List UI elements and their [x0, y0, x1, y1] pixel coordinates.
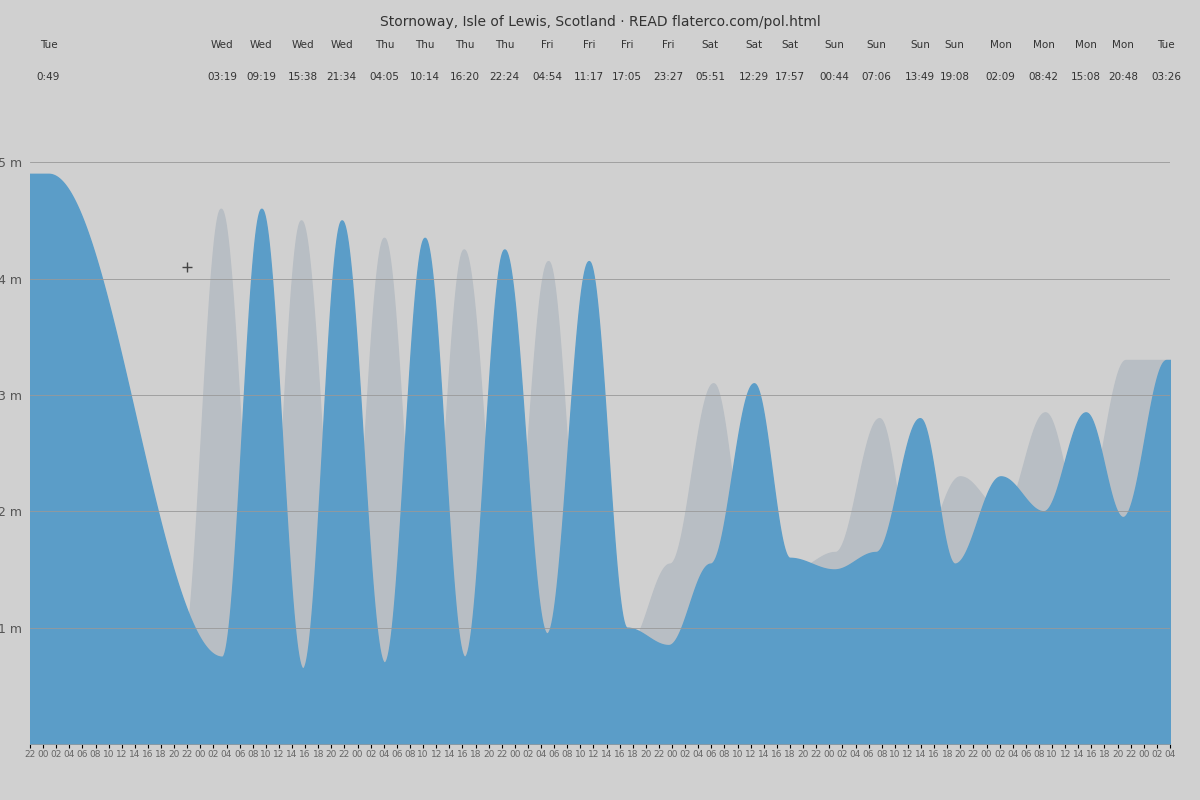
Text: Thu: Thu [494, 40, 514, 50]
Text: Stornoway, Isle of Lewis, Scotland · READ flaterco.com/pol.html: Stornoway, Isle of Lewis, Scotland · REA… [379, 15, 821, 30]
Text: 15:08: 15:08 [1070, 72, 1100, 82]
Text: Sun: Sun [824, 40, 844, 50]
Text: Fri: Fri [662, 40, 674, 50]
Text: Mon: Mon [1075, 40, 1097, 50]
Text: 22:24: 22:24 [490, 72, 520, 82]
Text: Sun: Sun [866, 40, 886, 50]
Text: Sun: Sun [944, 40, 965, 50]
Text: 10:14: 10:14 [409, 72, 439, 82]
Text: Mon: Mon [1033, 40, 1055, 50]
Text: 11:17: 11:17 [574, 72, 604, 82]
Text: 19:08: 19:08 [940, 72, 970, 82]
Text: Wed: Wed [211, 40, 233, 50]
Text: Sun: Sun [910, 40, 930, 50]
Text: Sat: Sat [745, 40, 762, 50]
Text: 09:19: 09:19 [246, 72, 276, 82]
Text: 13:49: 13:49 [905, 72, 935, 82]
Text: Sat: Sat [702, 40, 719, 50]
Text: 05:51: 05:51 [695, 72, 725, 82]
Text: 02:09: 02:09 [985, 72, 1015, 82]
Text: 07:06: 07:06 [860, 72, 890, 82]
Text: Fri: Fri [620, 40, 634, 50]
Text: Sat: Sat [781, 40, 798, 50]
Text: Fri: Fri [541, 40, 553, 50]
Text: 20:48: 20:48 [1108, 72, 1138, 82]
Text: Thu: Thu [415, 40, 434, 50]
Text: Fri: Fri [582, 40, 595, 50]
Text: 17:05: 17:05 [612, 72, 642, 82]
Text: Tue: Tue [1158, 40, 1175, 50]
Text: 21:34: 21:34 [326, 72, 356, 82]
Text: 08:42: 08:42 [1028, 72, 1058, 82]
Text: 15:38: 15:38 [288, 72, 318, 82]
Text: 23:27: 23:27 [654, 72, 684, 82]
Text: Wed: Wed [292, 40, 314, 50]
Text: 04:05: 04:05 [370, 72, 400, 82]
Text: 00:44: 00:44 [820, 72, 850, 82]
Text: Thu: Thu [455, 40, 474, 50]
Text: Wed: Wed [250, 40, 272, 50]
Text: Mon: Mon [1112, 40, 1134, 50]
Text: Wed: Wed [330, 40, 353, 50]
Text: Thu: Thu [374, 40, 394, 50]
Text: Tue: Tue [40, 40, 58, 50]
Text: 16:20: 16:20 [450, 72, 480, 82]
Text: Mon: Mon [990, 40, 1012, 50]
Text: 12:29: 12:29 [739, 72, 769, 82]
Text: 0:49: 0:49 [37, 72, 60, 82]
Text: 04:54: 04:54 [532, 72, 562, 82]
Text: 03:26: 03:26 [1151, 72, 1181, 82]
Text: 17:57: 17:57 [775, 72, 805, 82]
Text: 03:19: 03:19 [208, 72, 238, 82]
